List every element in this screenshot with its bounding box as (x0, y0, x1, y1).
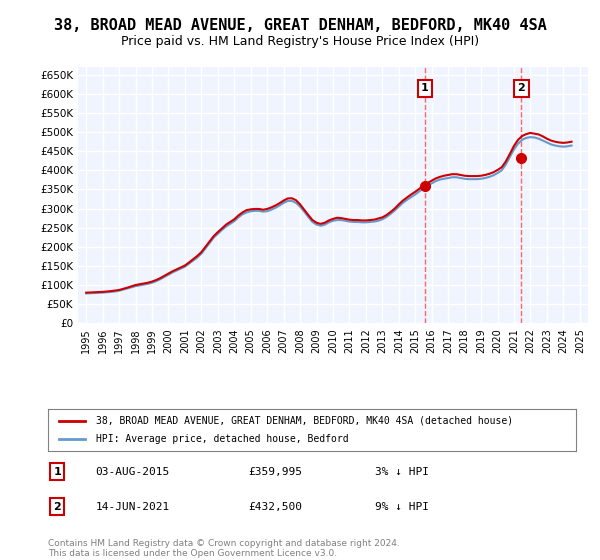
Text: 3% ↓ HPI: 3% ↓ HPI (376, 467, 430, 477)
Text: HPI: Average price, detached house, Bedford: HPI: Average price, detached house, Bedf… (95, 434, 348, 444)
Text: 1: 1 (421, 83, 428, 93)
Text: 38, BROAD MEAD AVENUE, GREAT DENHAM, BEDFORD, MK40 4SA (detached house): 38, BROAD MEAD AVENUE, GREAT DENHAM, BED… (95, 416, 512, 426)
Text: 2: 2 (53, 502, 61, 512)
Text: 38, BROAD MEAD AVENUE, GREAT DENHAM, BEDFORD, MK40 4SA: 38, BROAD MEAD AVENUE, GREAT DENHAM, BED… (53, 18, 547, 32)
Text: 03-AUG-2015: 03-AUG-2015 (95, 467, 170, 477)
Text: Contains HM Land Registry data © Crown copyright and database right 2024.
This d: Contains HM Land Registry data © Crown c… (48, 539, 400, 558)
Text: £359,995: £359,995 (248, 467, 302, 477)
Text: 14-JUN-2021: 14-JUN-2021 (95, 502, 170, 512)
Text: £432,500: £432,500 (248, 502, 302, 512)
Text: 9% ↓ HPI: 9% ↓ HPI (376, 502, 430, 512)
Text: Price paid vs. HM Land Registry's House Price Index (HPI): Price paid vs. HM Land Registry's House … (121, 35, 479, 49)
Text: 1: 1 (53, 467, 61, 477)
Text: 2: 2 (517, 83, 525, 93)
